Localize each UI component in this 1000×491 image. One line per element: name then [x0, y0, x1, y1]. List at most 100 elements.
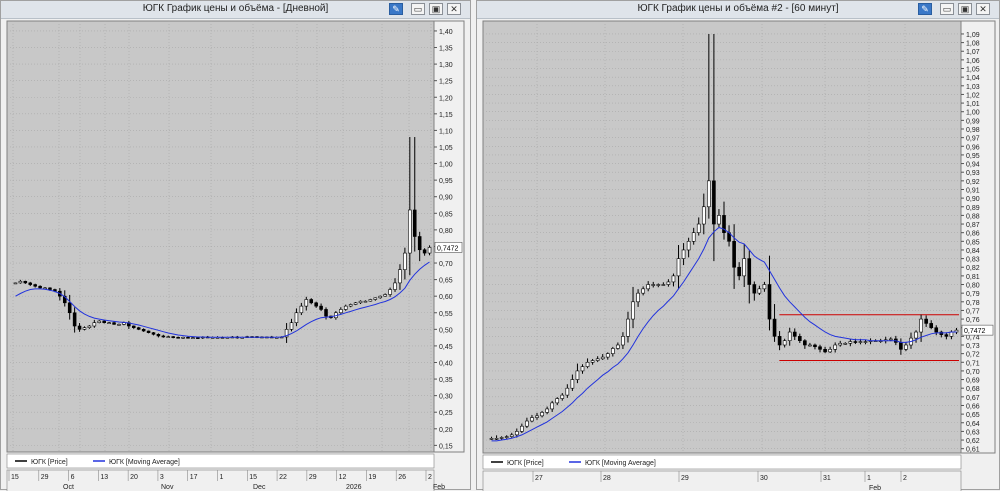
candle-body	[762, 284, 767, 290]
maximize-button[interactable]: ▣	[429, 3, 443, 15]
y-tick-label: 0,65	[966, 412, 980, 419]
candle-body	[514, 431, 519, 436]
month-label: Feb	[869, 485, 881, 491]
candle-body	[107, 322, 111, 325]
candle-body	[919, 318, 923, 333]
candle-body	[641, 288, 645, 294]
candle-body	[722, 215, 726, 233]
candle-body	[626, 318, 630, 337]
window-titlebar[interactable]: ЮГК График цены и объёма - [Дневной] ✎ ▭…	[1, 1, 470, 19]
y-tick-label: 0,83	[966, 257, 980, 264]
y-tick-label: 0,90	[439, 195, 453, 202]
window-titlebar[interactable]: ЮГК График цены и объёма #2 - [60 минут]…	[477, 1, 999, 19]
candle-body	[813, 344, 817, 348]
y-tick-label: 0,79	[966, 291, 980, 298]
candle-body	[358, 300, 363, 304]
candle-body	[823, 349, 827, 353]
y-tick-label: 0,63	[966, 429, 980, 436]
candle-body	[13, 282, 18, 285]
candle-body	[600, 356, 605, 360]
candle-body	[691, 232, 696, 242]
candle-body	[181, 336, 185, 339]
candle-body	[772, 318, 777, 337]
candle-body	[319, 305, 323, 310]
y-tick-label: 0,81	[966, 274, 980, 281]
y-tick-label: 1,07	[966, 49, 980, 56]
pin-icon[interactable]: ✎	[389, 3, 403, 15]
candle-body	[131, 325, 136, 328]
candle-body	[737, 266, 741, 277]
y-tick-label: 0,76	[966, 317, 980, 324]
y-tick-label: 0,95	[439, 178, 453, 185]
candle-body	[787, 331, 792, 341]
close-button[interactable]: ✕	[447, 3, 461, 15]
plot-area	[6, 20, 435, 453]
candle-body	[818, 346, 822, 350]
candle-body	[742, 258, 747, 277]
candle-body	[833, 344, 837, 350]
y-tick-label: 1,05	[966, 67, 980, 74]
minimize-button[interactable]: ▭	[940, 3, 954, 15]
y-tick-label: 0,99	[966, 118, 980, 125]
candle-body	[797, 336, 802, 341]
date-label: 29	[309, 474, 317, 481]
candle-body	[353, 302, 358, 305]
legend	[6, 453, 435, 469]
close-button[interactable]: ✕	[976, 3, 990, 15]
maximize-button[interactable]: ▣	[958, 3, 972, 15]
y-tick-label: 0,30	[439, 394, 453, 401]
month-label: Oct	[63, 484, 74, 491]
candle-body	[590, 360, 595, 363]
candle-body	[621, 336, 625, 346]
candle-body	[853, 341, 858, 343]
candle-body	[888, 338, 893, 341]
y-tick-label: 0,82	[966, 265, 980, 272]
candle-body	[752, 284, 757, 294]
candle-body	[494, 438, 499, 440]
y-tick-label: 0,64	[966, 421, 980, 428]
date-label: 19	[368, 474, 376, 481]
candle-body	[499, 437, 504, 439]
candle-body	[289, 322, 294, 330]
date-label: 30	[760, 475, 768, 482]
candle-body	[309, 299, 314, 304]
candle-body	[535, 415, 539, 418]
y-tick-label: 0,15	[439, 443, 453, 450]
month-label: 2026	[346, 484, 362, 491]
moving-average-line	[15, 261, 430, 338]
date-label: 6	[71, 474, 75, 481]
plot-area	[482, 20, 962, 454]
candle-body	[671, 275, 676, 283]
daily-price-chart[interactable]: 0,15 0,20 0,25 0,30 0,35 0,40 0,45 0,50 0,55 0,60…	[1, 1, 472, 491]
hourly-price-chart[interactable]: 0,61 0,62 0,630,64 0,65 0,660,67 0,680,69 0,70…	[477, 1, 1000, 491]
candle-body	[388, 289, 392, 295]
pin-icon[interactable]: ✎	[918, 3, 932, 15]
candle-body	[646, 284, 651, 290]
window-title: ЮГК График цены и объёма - [Дневной]	[142, 3, 329, 14]
candle-body	[899, 342, 903, 350]
y-tick-label: 0,87	[966, 222, 980, 229]
candle-body	[23, 280, 28, 284]
legend-label: ЮГК [Price]	[31, 459, 68, 466]
minimize-button[interactable]: ▭	[411, 3, 425, 15]
y-tick-label: 1,10	[439, 128, 453, 135]
y-tick-label: 0,55	[439, 311, 453, 318]
candle-body	[412, 209, 417, 237]
candle-body	[732, 241, 736, 268]
candle-body	[343, 305, 348, 310]
date-label: 13	[100, 474, 108, 481]
candle-body	[838, 342, 843, 346]
y-tick-label: 0,45	[439, 344, 453, 351]
date-label: 12	[339, 474, 347, 481]
last-price-tag	[961, 324, 994, 336]
candle-body	[863, 341, 868, 343]
candle-body	[717, 215, 721, 225]
candle-body	[701, 206, 706, 225]
candle-body	[560, 394, 565, 399]
candle-body	[417, 236, 422, 251]
candle-body	[530, 417, 534, 422]
candle-body	[555, 398, 560, 404]
y-tick-label: 0,85	[966, 239, 980, 246]
candle-body	[904, 344, 908, 350]
candle-body	[661, 284, 666, 286]
